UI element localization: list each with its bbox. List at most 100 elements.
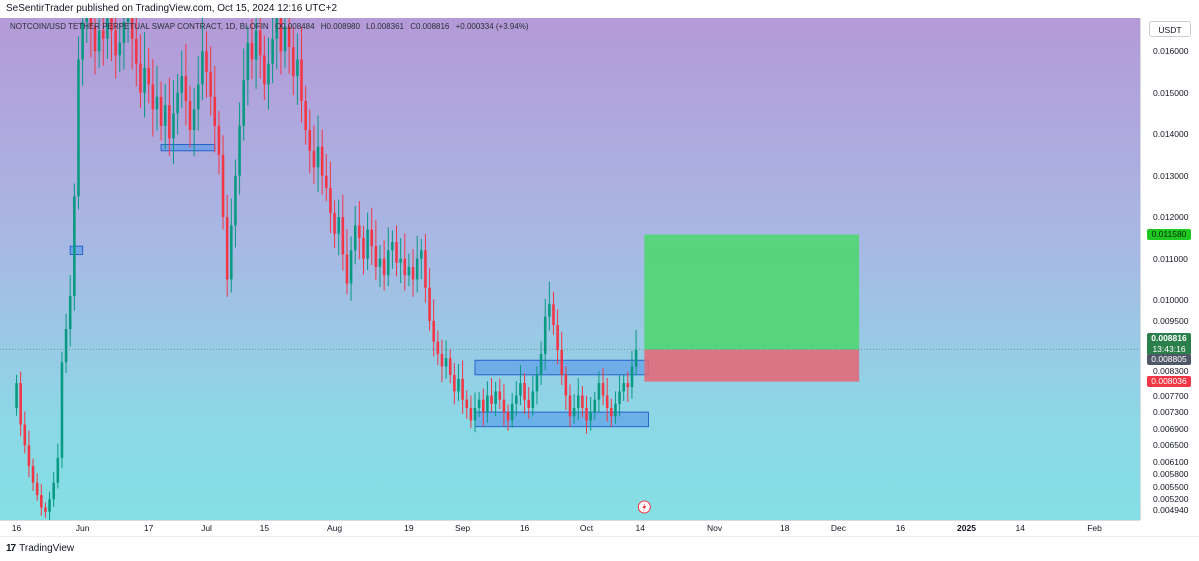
tradingview-brand: TradingView bbox=[19, 543, 75, 554]
candle-body bbox=[568, 395, 572, 417]
candle-body bbox=[593, 399, 597, 413]
candle-body bbox=[457, 378, 460, 392]
candle-body bbox=[205, 51, 208, 72]
price-tick: 0.006500 bbox=[1153, 440, 1189, 451]
price-axis[interactable]: 0.016000 0.015000 0.014000 0.013000 0.012000… bbox=[1140, 18, 1199, 520]
candle-body bbox=[481, 399, 485, 413]
price-tick: 0.005200 bbox=[1153, 494, 1189, 505]
candle-body bbox=[469, 407, 473, 421]
candle-body bbox=[267, 63, 270, 85]
candle-body bbox=[395, 242, 398, 263]
candle-body bbox=[48, 499, 51, 512]
candle-body bbox=[510, 403, 514, 421]
price-tick: 0.009500 bbox=[1153, 315, 1189, 326]
lightning-icon bbox=[642, 502, 647, 512]
ohlc-change: +0.000334 (+3.94%) bbox=[455, 22, 529, 31]
candle-body bbox=[386, 250, 390, 276]
candle-body bbox=[168, 105, 171, 139]
candle-body bbox=[60, 362, 64, 458]
time-tick: Jun bbox=[75, 523, 90, 533]
candle-body bbox=[122, 22, 126, 43]
candle-body bbox=[147, 67, 150, 85]
candle-body bbox=[52, 482, 55, 500]
chart-area[interactable] bbox=[0, 18, 1140, 520]
candle-body bbox=[287, 26, 291, 48]
candle-body bbox=[304, 100, 307, 131]
candle-body bbox=[291, 47, 295, 77]
footer: 17 TradingView bbox=[0, 536, 1199, 560]
time-axis[interactable]: 16 Jun 17 Jul 15 Aug 19 Sep 16 Oct 14 Nov 18 Dec 16 202… bbox=[0, 520, 1140, 536]
time-tick: Jul bbox=[201, 523, 212, 533]
time-tick: Dec bbox=[830, 523, 847, 533]
candle-body bbox=[465, 399, 469, 408]
candle-body bbox=[498, 391, 502, 400]
symbol-name[interactable]: NOTCOIN/USD TETHER PERPETUAL SWAP CONTRA… bbox=[10, 22, 269, 31]
candle-body bbox=[275, 18, 279, 39]
candle-body bbox=[238, 125, 241, 176]
candle-body bbox=[246, 42, 250, 81]
candle-body bbox=[130, 18, 134, 39]
candle-body bbox=[221, 154, 225, 218]
candle-body bbox=[353, 225, 357, 251]
candle-body bbox=[564, 374, 568, 396]
candle-body bbox=[73, 196, 76, 296]
candle-body bbox=[436, 341, 440, 355]
candle-body bbox=[35, 482, 39, 496]
ohlc-close: C0.008816 bbox=[410, 22, 450, 31]
currency-button[interactable]: USDT bbox=[1149, 21, 1191, 37]
candle-body bbox=[101, 30, 105, 39]
candle-body bbox=[225, 217, 229, 280]
price-tick: 0.012000 bbox=[1153, 212, 1189, 223]
price-tick: 0.006100 bbox=[1153, 456, 1189, 467]
candle-body bbox=[250, 42, 254, 60]
candle-body bbox=[411, 266, 415, 280]
candle-body bbox=[85, 18, 89, 23]
candle-body bbox=[283, 26, 287, 52]
candle-body bbox=[279, 18, 283, 52]
price-tick: 0.004940 bbox=[1153, 505, 1189, 516]
candle-body bbox=[258, 30, 262, 56]
candle-body bbox=[19, 383, 22, 425]
candle-body bbox=[159, 96, 163, 126]
candle-body bbox=[143, 67, 146, 93]
candle-body bbox=[118, 42, 122, 56]
candle-body bbox=[440, 354, 444, 367]
candle-body bbox=[494, 391, 497, 404]
candle-body bbox=[300, 59, 303, 101]
candle-body bbox=[420, 250, 423, 259]
candlestick-chart[interactable] bbox=[0, 18, 1140, 520]
candle-body bbox=[535, 374, 539, 392]
candle-body bbox=[23, 424, 27, 446]
time-tick: Sep bbox=[455, 523, 471, 533]
candle-body bbox=[308, 130, 312, 151]
range-box bbox=[69, 245, 84, 255]
bar-countdown: 13:43:16 bbox=[1152, 343, 1186, 354]
tradingview-logo-icon: 17 bbox=[6, 543, 16, 554]
candle-body bbox=[349, 250, 353, 284]
candle-body bbox=[370, 229, 374, 247]
price-tick: 0.006900 bbox=[1153, 423, 1189, 434]
candle-body bbox=[337, 217, 340, 234]
candle-body bbox=[453, 374, 456, 392]
candle-body bbox=[424, 250, 427, 288]
candle-body bbox=[399, 258, 402, 263]
time-tick: Nov bbox=[707, 523, 723, 533]
loss-zone bbox=[644, 349, 860, 382]
candle-body bbox=[614, 403, 617, 417]
ohlc-low: L0.008361 bbox=[366, 22, 404, 31]
candle-body bbox=[391, 242, 394, 251]
candle-body bbox=[44, 507, 47, 512]
candle-body bbox=[139, 63, 142, 93]
candle-body bbox=[163, 105, 167, 126]
candle-body bbox=[515, 395, 518, 404]
candle-body bbox=[81, 22, 84, 60]
candle-body bbox=[444, 358, 448, 367]
candle-body bbox=[172, 113, 175, 139]
candle-body bbox=[77, 59, 80, 197]
time-tick: 19 bbox=[404, 523, 414, 533]
price-tick: 0.007300 bbox=[1153, 407, 1189, 418]
candle-body bbox=[31, 466, 35, 483]
candle-body bbox=[358, 225, 361, 238]
price-tick: 0.016000 bbox=[1153, 46, 1189, 57]
candle-body bbox=[618, 391, 621, 404]
